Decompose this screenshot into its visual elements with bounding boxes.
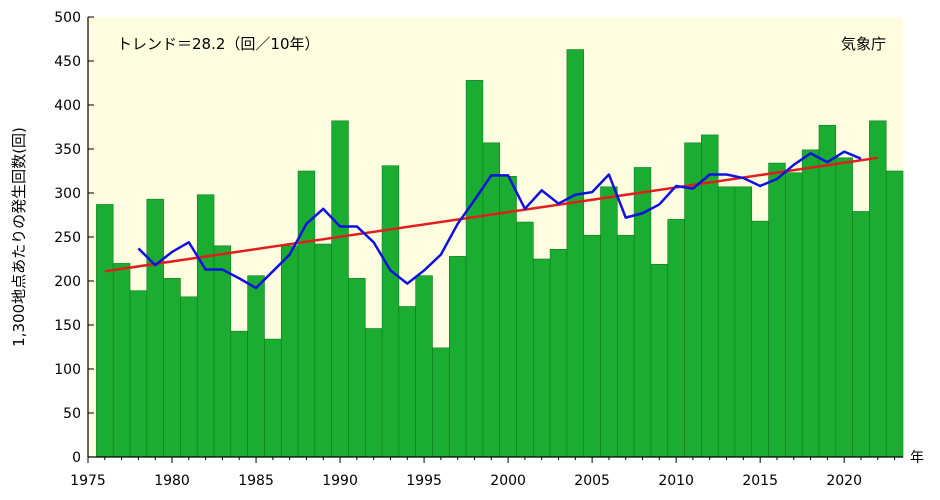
x-tick-label: 1985 [238,473,274,489]
bar-1978 [129,290,148,458]
bar-2007 [617,234,635,458]
y-tick-label: 400 [54,98,81,114]
x-tick-label: 1995 [406,473,442,489]
bar-1991 [348,278,366,458]
bar-1987 [280,245,299,458]
bar-1997 [448,256,467,458]
bar-1982 [196,194,215,458]
bar-1983 [213,245,232,458]
bar-1986 [264,338,282,458]
bar-1990 [331,120,349,458]
x-axis-label: 年 [910,450,924,466]
bar-1993 [381,165,400,458]
bar-1985 [247,275,265,458]
source-label: 気象庁 [841,35,886,53]
bar-1976 [96,204,114,458]
x-tick-label: 1975 [70,473,106,489]
x-ticks: 1975 1980 1985 1990 1995 2000 2005 2010 2015 2020 [70,457,896,489]
bar-2003 [549,249,568,458]
bar-1977 [112,263,131,458]
bar-2021 [852,211,870,458]
y-tick-label: 50 [63,406,81,422]
y-ticks: 0 50 100 150 200 250 300 350 400 450 500 [54,10,94,466]
x-tick-label: 2000 [490,473,526,489]
y-tick-label: 200 [54,274,81,290]
bar-1980 [163,278,181,458]
bar-2022 [869,120,887,458]
bar-1994 [398,306,416,458]
bar-1998 [465,80,484,458]
bar-2017 [785,172,803,458]
bar-2011 [684,142,702,458]
bar-2001 [516,221,534,458]
trend-annotation: トレンド＝28.2（回／10年） [117,35,320,53]
bar-2000 [499,175,517,458]
bar-2016 [768,162,786,458]
y-tick-label: 300 [54,186,81,202]
bar-2005 [583,234,601,458]
bar-1992 [364,328,383,458]
bar-1988 [297,170,316,458]
bar-2015 [751,220,769,458]
x-tick-label: 2020 [826,473,862,489]
moving-average-line [137,150,862,290]
bar-2014 [734,186,753,458]
y-tick-label: 250 [54,230,81,246]
x-tick-label: 1990 [322,473,358,489]
bar-2009 [650,263,669,458]
bar-2018 [801,149,820,458]
bar-1984 [230,330,248,458]
x-tick-label: 2015 [742,473,778,489]
y-tick-label: 350 [54,142,81,158]
x-tick-label: 2005 [574,473,610,489]
x-tick-label: 2010 [658,473,694,489]
bar-1989 [314,243,332,458]
bar-1999 [482,142,500,458]
bar-1981 [180,296,198,458]
y-tick-label: 450 [54,54,81,70]
y-tick-label: 150 [54,318,81,334]
bar-2002 [533,258,551,458]
bar-1995 [415,275,433,458]
bar-2004 [566,49,585,458]
bar-1979 [146,198,164,458]
bar-2020 [835,157,853,458]
y-tick-label: 500 [54,10,81,26]
bar-2010 [667,219,685,458]
trend-line [104,156,878,273]
bar-2019 [818,124,837,458]
y-axis-label: 1,300地点あたりの発生回数(回) [10,127,28,347]
y-tick-label: 0 [72,450,81,466]
bar-1996 [432,347,450,458]
bar-2023 [885,170,904,458]
x-tick-label: 1980 [154,473,190,489]
bar-2013 [717,186,736,458]
y-tick-label: 100 [54,362,81,378]
bar-2006 [600,186,618,458]
